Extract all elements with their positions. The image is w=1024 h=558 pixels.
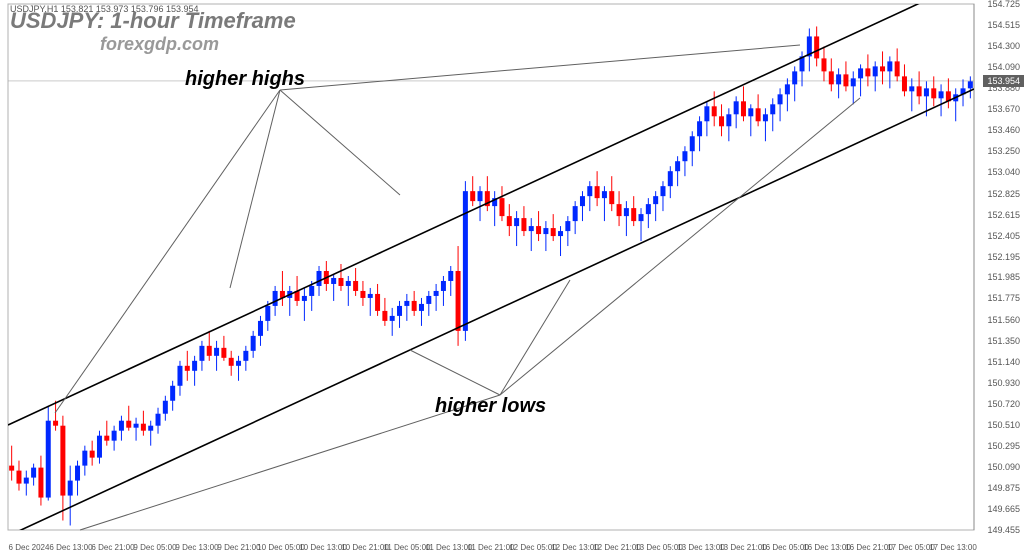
x-axis-label: 10 Dec 13:00 bbox=[299, 543, 347, 552]
x-axis-label: 16 Dec 21:00 bbox=[845, 543, 893, 552]
x-axis-label: 10 Dec 05:00 bbox=[257, 543, 305, 552]
x-axis-label: 9 Dec 05:00 bbox=[133, 543, 176, 552]
chart-title: USDJPY: 1-hour Timeframe bbox=[10, 8, 296, 34]
y-axis-label: 150.090 bbox=[987, 462, 1020, 472]
annotation-label: higher lows bbox=[435, 395, 546, 418]
x-axis-label: 13 Dec 13:00 bbox=[677, 543, 725, 552]
x-axis-label: 12 Dec 21:00 bbox=[593, 543, 641, 552]
y-axis-label: 150.295 bbox=[987, 441, 1020, 451]
y-axis-label: 153.040 bbox=[987, 167, 1020, 177]
x-axis-label: 12 Dec 05:00 bbox=[509, 543, 557, 552]
x-axis-label: 13 Dec 21:00 bbox=[719, 543, 767, 552]
y-axis-label: 154.725 bbox=[987, 0, 1020, 9]
y-axis-label: 149.455 bbox=[987, 525, 1020, 535]
y-axis-label: 152.615 bbox=[987, 210, 1020, 220]
x-axis-label: 10 Dec 21:00 bbox=[341, 543, 389, 552]
x-axis-label: 11 Dec 13:00 bbox=[426, 543, 473, 552]
y-axis-label: 150.720 bbox=[987, 399, 1020, 409]
y-axis-label: 152.195 bbox=[987, 252, 1020, 262]
y-axis-label: 154.300 bbox=[987, 41, 1020, 51]
x-axis-label: 17 Dec 13:00 bbox=[929, 543, 977, 552]
y-axis-label: 153.460 bbox=[987, 125, 1020, 135]
current-price-tag: 153.954 bbox=[983, 75, 1024, 87]
y-axis-label: 153.670 bbox=[987, 104, 1020, 114]
x-axis-label: 9 Dec 13:00 bbox=[175, 543, 218, 552]
y-axis-label: 154.515 bbox=[987, 20, 1020, 30]
x-axis-label: 17 Dec 05:00 bbox=[887, 543, 935, 552]
y-axis-label: 152.825 bbox=[987, 189, 1020, 199]
x-axis-label: 6 Dec 13:00 bbox=[49, 543, 92, 552]
y-axis-label: 151.560 bbox=[987, 315, 1020, 325]
watermark: forexgdp.com bbox=[100, 34, 219, 55]
y-axis-label: 152.405 bbox=[987, 231, 1020, 241]
y-axis-label: 150.510 bbox=[987, 420, 1020, 430]
y-axis-label: 150.930 bbox=[987, 378, 1020, 388]
y-axis-label: 153.250 bbox=[987, 146, 1020, 156]
x-axis-label: 9 Dec 21:00 bbox=[217, 543, 260, 552]
y-axis-label: 154.090 bbox=[987, 62, 1020, 72]
chart-svg bbox=[0, 0, 1024, 558]
x-axis-label: 13 Dec 05:00 bbox=[635, 543, 683, 552]
y-axis-label: 149.875 bbox=[987, 483, 1020, 493]
annotation-label: higher highs bbox=[185, 68, 305, 91]
x-axis-label: 11 Dec 21:00 bbox=[468, 543, 515, 552]
y-axis-label: 151.350 bbox=[987, 336, 1020, 346]
y-axis-label: 151.985 bbox=[987, 272, 1020, 282]
x-axis-label: 11 Dec 05:00 bbox=[384, 543, 431, 552]
chart-container: USDJPY,H1 153.821 153.973 153.796 153.95… bbox=[0, 0, 1024, 558]
x-axis-label: 6 Dec 2024 bbox=[9, 543, 50, 552]
y-axis-label: 149.665 bbox=[987, 504, 1020, 514]
y-axis-label: 151.775 bbox=[987, 293, 1020, 303]
y-axis-label: 151.140 bbox=[987, 357, 1020, 367]
x-axis-label: 12 Dec 13:00 bbox=[551, 543, 599, 552]
x-axis-label: 16 Dec 05:00 bbox=[761, 543, 809, 552]
x-axis-label: 6 Dec 21:00 bbox=[91, 543, 134, 552]
x-axis-label: 16 Dec 13:00 bbox=[803, 543, 851, 552]
